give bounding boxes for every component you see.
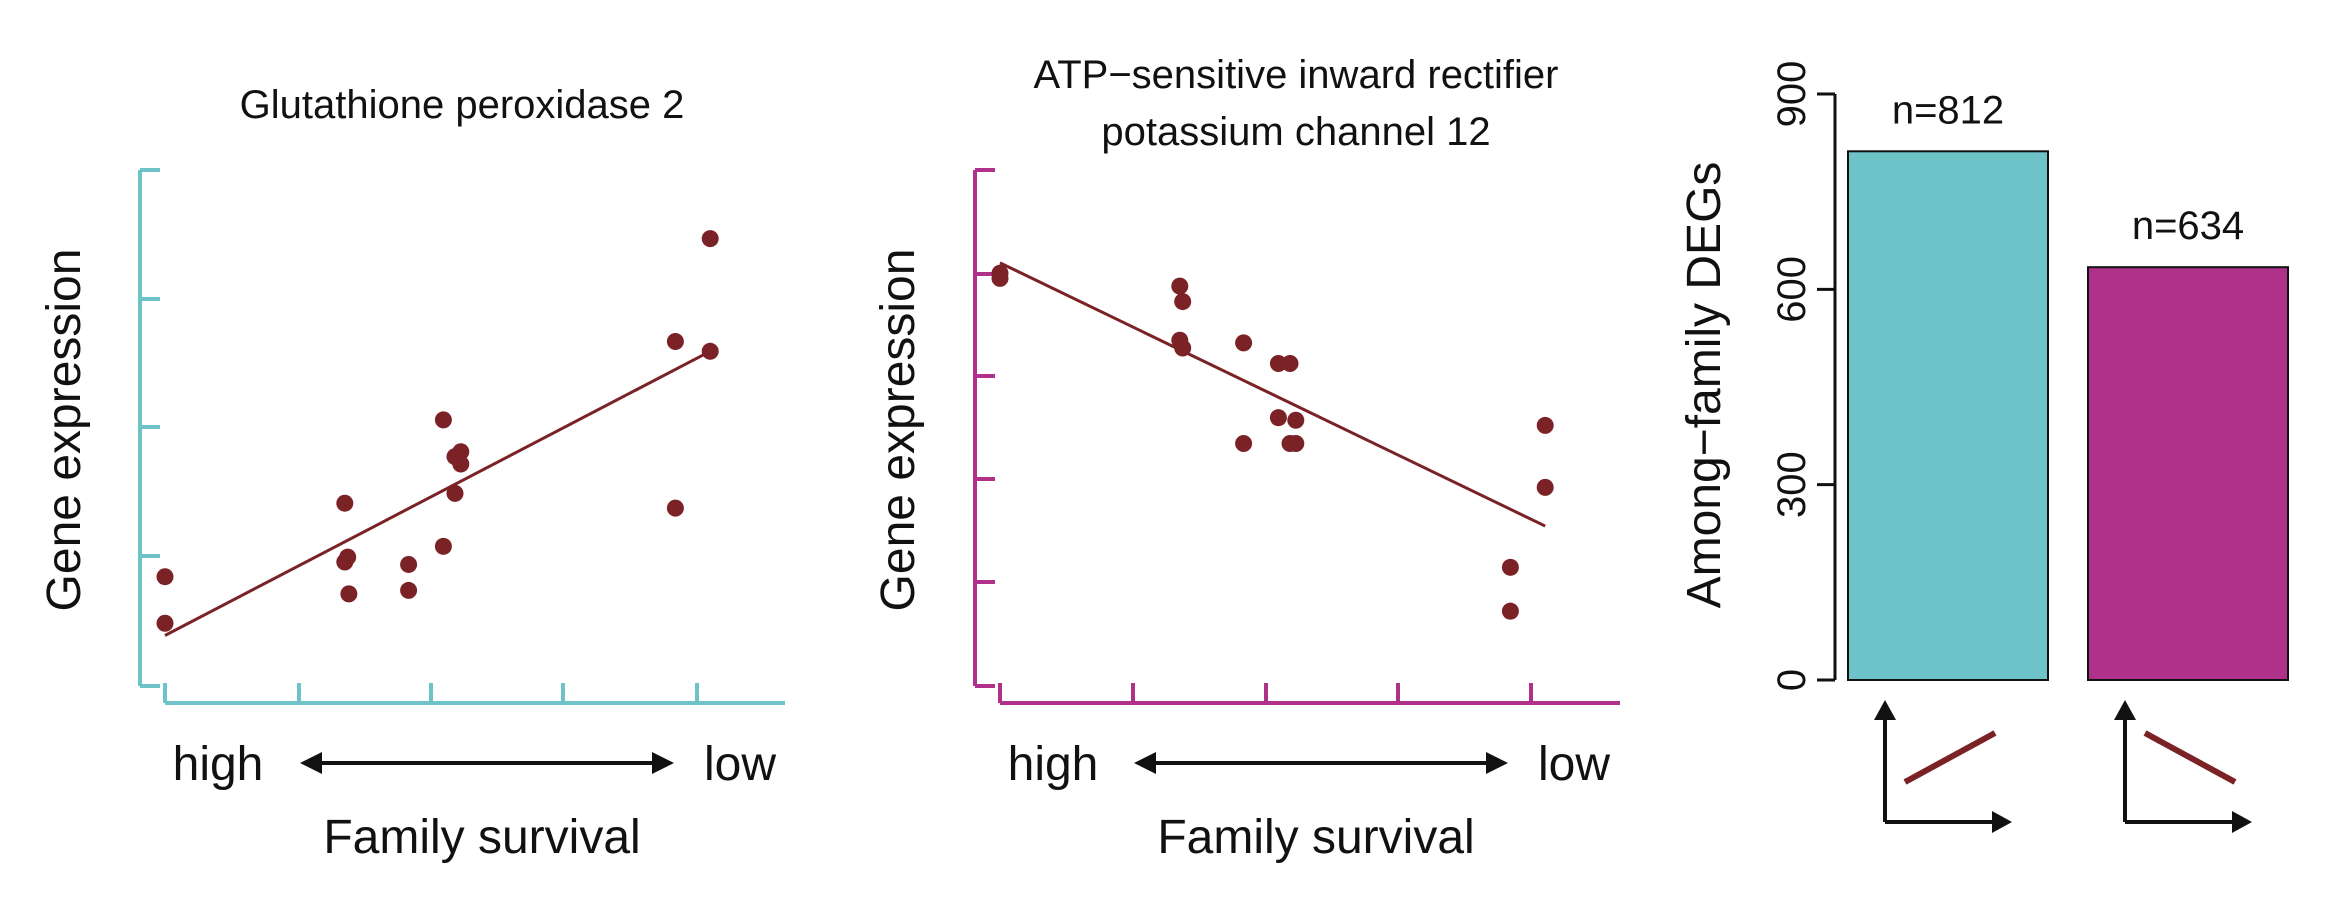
panel-right-y-tick-label-1: 300 xyxy=(1770,451,1814,518)
panel-left-point-0 xyxy=(156,568,174,586)
panel-left-title: Glutathione peroxidase 2 xyxy=(240,83,685,127)
negative-trend-icon xyxy=(2114,700,2252,833)
panel-middle-xlabel: Family survival xyxy=(1157,811,1474,864)
panel-left-point-8 xyxy=(434,411,452,429)
panel-middle-title-line1: ATP−sensitive inward rectifier xyxy=(1034,53,1559,97)
panel-left-point-13 xyxy=(452,455,470,473)
panel-middle-point-10 xyxy=(1281,355,1299,372)
panel-right: Among−family DEGs 0 300 600 900 n=812 n=634 xyxy=(1678,61,2289,833)
panel-right-bars: 0 300 600 900 n=812 n=634 xyxy=(1770,61,2289,691)
panel-middle-ylabel: Gene expression xyxy=(872,249,925,612)
panel-left-x-low: low xyxy=(704,738,776,791)
panel-left-point-2 xyxy=(336,494,354,512)
panel-left-point-16 xyxy=(701,230,719,248)
panel-middle-point-2 xyxy=(1171,277,1189,295)
panel-middle-point-5 xyxy=(1174,339,1192,357)
panel-left-double-arrow xyxy=(300,752,674,774)
panel-left-point-7 xyxy=(400,581,418,599)
panel-middle-x-low: low xyxy=(1538,738,1610,791)
panel-left-ylabel: Gene expression xyxy=(38,249,91,612)
panel-left-point-11 xyxy=(446,484,464,502)
panel-left-axes xyxy=(138,168,785,705)
panel-middle-x-high: high xyxy=(1008,738,1099,791)
panel-middle-title-line2: potassium channel 12 xyxy=(1101,110,1490,154)
panel-middle-point-3 xyxy=(1174,293,1192,311)
panel-left-point-14 xyxy=(666,333,684,350)
panel-middle-point-6 xyxy=(1235,334,1253,352)
panel-middle-point-13 xyxy=(1287,434,1305,452)
panel-middle-point-7 xyxy=(1235,434,1253,452)
panel-right-ylabel: Among−family DEGs xyxy=(1678,162,1731,609)
panel-middle-fit-line xyxy=(999,261,1546,528)
panel-middle-point-16 xyxy=(1536,416,1554,434)
bar-label-negative: n=634 xyxy=(2132,204,2244,248)
panel-middle-point-15 xyxy=(1501,602,1519,620)
panel-left-xlabel: Family survival xyxy=(323,811,640,864)
panel-left-point-17 xyxy=(701,342,719,360)
panel-left-point-4 xyxy=(339,548,357,566)
panel-left-x-high: high xyxy=(173,738,264,791)
panel-right-y-tick-label-0: 0 xyxy=(1770,669,1814,691)
bar-label-positive: n=812 xyxy=(1892,88,2004,132)
positive-trend-icon xyxy=(1874,700,2012,833)
panel-left-fit-line xyxy=(164,349,711,637)
panel-right-y-tick-label-2: 600 xyxy=(1770,256,1814,323)
panel-middle-axes xyxy=(973,168,1620,705)
panel-left-point-5 xyxy=(340,585,358,603)
panel-left-point-1 xyxy=(156,614,174,632)
panel-left-point-15 xyxy=(666,499,684,517)
panel-middle-point-9 xyxy=(1269,409,1287,427)
panel-middle-double-arrow xyxy=(1134,752,1508,774)
panel-left: Glutathione peroxidase 2 Gene expression… xyxy=(38,83,785,864)
panel-middle: ATP−sensitive inward rectifier potassium… xyxy=(872,53,1620,864)
panel-middle-point-14 xyxy=(1501,558,1519,576)
panel-left-point-6 xyxy=(400,555,418,573)
panel-middle-plot xyxy=(991,261,1554,620)
panel-middle-point-17 xyxy=(1536,478,1554,496)
panel-middle-point-1 xyxy=(991,269,1009,287)
panel-left-point-12 xyxy=(452,443,470,461)
panel-left-point-9 xyxy=(434,537,452,555)
panel-left-plot xyxy=(156,230,719,637)
bar-positive xyxy=(1847,150,2049,681)
bar-negative xyxy=(2087,266,2289,681)
panel-middle-point-12 xyxy=(1287,411,1305,429)
panel-right-y-tick-label-3: 900 xyxy=(1770,61,1814,128)
